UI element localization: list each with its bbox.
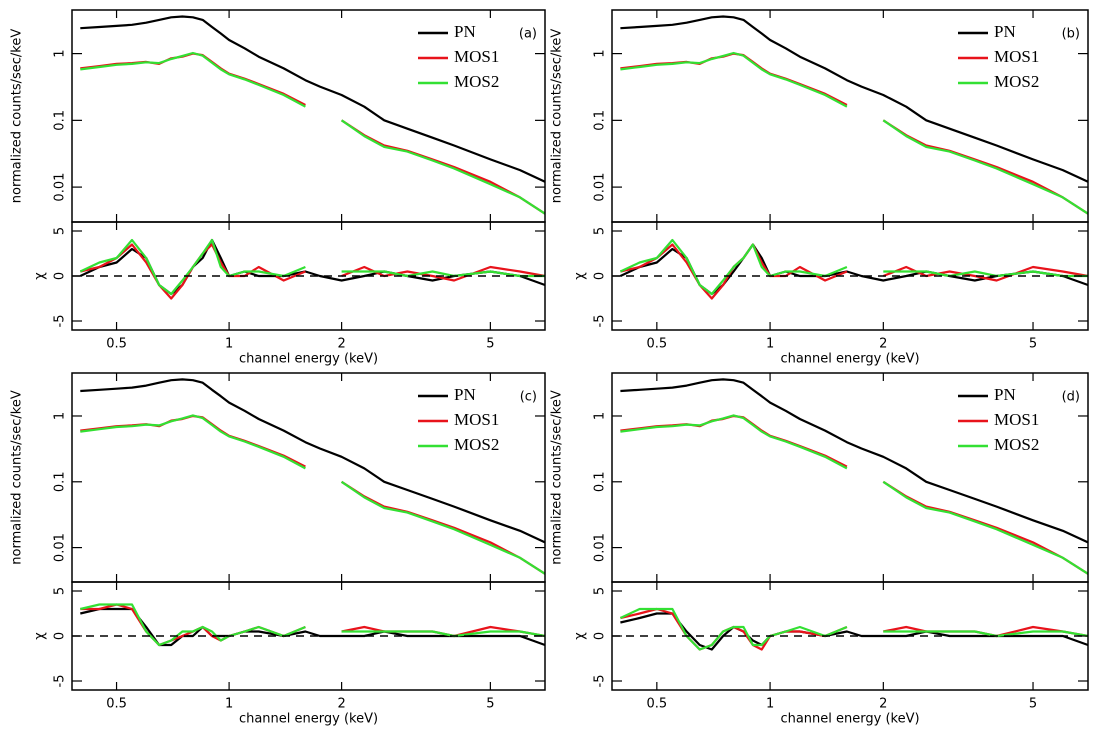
series-line: [80, 607, 546, 647]
y-axis-label: normalized counts/sec/keV: [550, 29, 565, 204]
y-tick-label: -5: [53, 315, 68, 328]
legend-label: MOS2: [454, 435, 499, 454]
y-axis-label: χ: [33, 632, 48, 640]
y-tick-label: 0: [593, 632, 608, 640]
legend-label: PN: [454, 22, 476, 41]
series-line: [80, 15, 546, 183]
x-tick-label: 0.5: [646, 697, 667, 712]
y-tick-label: 1: [53, 49, 68, 57]
legend-label: MOS1: [994, 410, 1039, 429]
y-tick-label: -5: [593, 315, 608, 328]
x-tick-label: 0.5: [106, 337, 127, 352]
series-line: [620, 51, 1089, 215]
series-line: [620, 15, 1089, 183]
x-tick-label: 1: [766, 337, 774, 352]
y-tick-label: 0: [53, 632, 68, 640]
y-tick-label: 5: [593, 227, 608, 235]
panel-label: (b): [1062, 27, 1080, 42]
x-axis-label: channel energy (keV): [239, 712, 378, 727]
series-line: [619, 607, 1089, 651]
legend-label: PN: [994, 22, 1016, 41]
y-axis-label: normalized counts/sec/keV: [10, 29, 25, 204]
y-tick-label: 0.01: [53, 533, 68, 562]
y-tick-label: 0.1: [593, 471, 608, 492]
y-axis-label: χ: [573, 272, 588, 280]
y-tick-label: 0: [593, 272, 608, 280]
series-line: [619, 238, 1088, 296]
panel-label: (c): [520, 390, 537, 405]
y-axis-label: normalized counts/sec/keV: [550, 390, 565, 565]
series-line: [620, 607, 1089, 651]
x-tick-label: 0.5: [646, 337, 667, 352]
series-line: [80, 414, 546, 575]
y-tick-label: 0.1: [593, 110, 608, 131]
series-line: [79, 238, 545, 296]
legend-label: MOS2: [994, 435, 1039, 454]
legend-label: MOS2: [994, 72, 1039, 91]
series-line: [80, 603, 546, 647]
y-axis-label: χ: [573, 632, 588, 640]
x-tick-label: 1: [225, 697, 233, 712]
legend-label: PN: [994, 385, 1016, 404]
y-axis-label: normalized counts/sec/keV: [10, 390, 25, 565]
series-line: [80, 51, 546, 215]
y-tick-label: 0.1: [53, 110, 68, 131]
x-tick-label: 2: [879, 337, 887, 352]
series-line: [620, 243, 1089, 300]
plot-frame: [611, 9, 1089, 223]
x-tick-label: 5: [1029, 697, 1037, 712]
x-tick-label: 1: [766, 697, 774, 712]
y-tick-label: 0.01: [593, 173, 608, 202]
y-tick-label: 0.01: [593, 533, 608, 562]
y-tick-label: 0.1: [53, 471, 68, 492]
x-tick-label: 5: [1029, 337, 1037, 352]
y-tick-label: -5: [593, 675, 608, 688]
y-tick-label: 1: [593, 49, 608, 57]
x-tick-label: 5: [486, 337, 494, 352]
series-line: [620, 414, 1089, 575]
y-axis-label: χ: [33, 272, 48, 280]
legend-label: PN: [454, 385, 476, 404]
plot-frame: [611, 372, 1089, 583]
y-tick-label: 5: [53, 587, 68, 595]
x-axis-label: channel energy (keV): [780, 352, 919, 367]
x-tick-label: 0.5: [106, 697, 127, 712]
x-tick-label: 5: [486, 697, 494, 712]
x-tick-label: 2: [879, 697, 887, 712]
series-line: [620, 378, 1089, 544]
y-tick-label: 5: [53, 227, 68, 235]
x-tick-label: 1: [225, 337, 233, 352]
y-tick-label: 0: [53, 272, 68, 280]
plot-frame: [71, 9, 546, 223]
y-tick-label: 1: [593, 412, 608, 420]
y-tick-label: 5: [593, 587, 608, 595]
legend-label: MOS1: [454, 410, 499, 429]
series-line: [80, 378, 546, 544]
panel-label: (a): [519, 27, 537, 42]
series-line: [80, 243, 546, 300]
panel-label: (d): [1062, 390, 1080, 405]
legend-label: MOS1: [454, 47, 499, 66]
series-line: [80, 603, 546, 647]
x-axis-label: channel energy (keV): [780, 712, 919, 727]
plot-frame: [71, 372, 546, 583]
legend-label: MOS1: [994, 47, 1039, 66]
legend-label: MOS2: [454, 72, 499, 91]
y-tick-label: -5: [53, 675, 68, 688]
x-tick-label: 2: [337, 337, 345, 352]
x-tick-label: 2: [337, 697, 345, 712]
y-tick-label: 0.01: [53, 173, 68, 202]
x-axis-label: channel energy (keV): [239, 352, 378, 367]
y-tick-label: 1: [53, 412, 68, 420]
